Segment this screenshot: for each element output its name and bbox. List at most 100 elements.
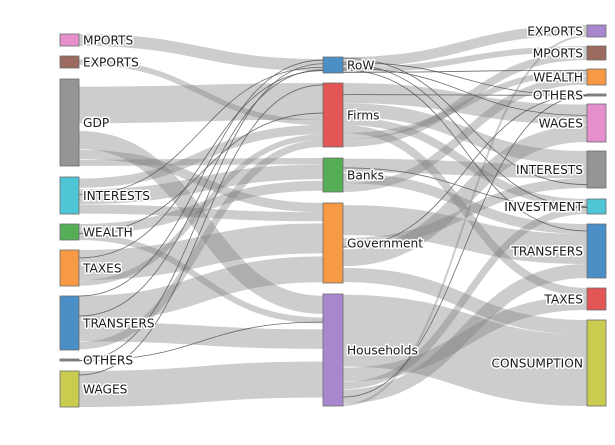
node-bar-mports_out[interactable] bbox=[586, 45, 607, 61]
node-mports_in[interactable]: MPORTS bbox=[59, 32, 135, 49]
thin-flow-row-to-wealth_out[interactable] bbox=[342, 69, 588, 73]
flow-households-to-exports_out[interactable] bbox=[342, 35, 588, 406]
node-transfers_out[interactable]: TRANSFERS bbox=[509, 223, 607, 279]
thin-flow-taxes_in-to-row[interactable] bbox=[78, 70, 324, 259]
node-bar-government[interactable] bbox=[322, 202, 344, 284]
node-bar-row[interactable] bbox=[322, 56, 344, 74]
node-bar-interests_in[interactable] bbox=[59, 176, 80, 215]
thin-flow-interests_in-to-row[interactable] bbox=[78, 66, 324, 196]
node-bar-wages_out[interactable] bbox=[586, 103, 607, 143]
node-wealth_out[interactable]: WEALTH bbox=[532, 68, 607, 86]
node-exports_in[interactable]: EXPORTS bbox=[59, 54, 141, 71]
flow-firms-to-mports_out[interactable] bbox=[342, 52, 588, 147]
node-investment_out[interactable]: INVESTMENT bbox=[503, 198, 607, 215]
node-taxes_in[interactable]: TAXES bbox=[59, 249, 123, 287]
flow-households-to-taxes_out[interactable] bbox=[342, 296, 588, 382]
flow-interests_in-to-banks[interactable] bbox=[78, 164, 324, 205]
node-bar-transfers_in[interactable] bbox=[59, 295, 80, 351]
node-bar-others_out[interactable] bbox=[586, 93, 607, 97]
node-bar-banks[interactable] bbox=[322, 157, 344, 193]
flow-interests_in-to-firms[interactable] bbox=[78, 125, 324, 188]
node-bar-taxes_in[interactable] bbox=[59, 249, 80, 287]
thin-flow-others_in-to-households[interactable] bbox=[78, 321, 324, 362]
flow-banks-to-interests_out[interactable] bbox=[342, 158, 588, 179]
thin-flow-others_in-to-row[interactable] bbox=[78, 63, 324, 361]
flow-mports_in-to-row[interactable] bbox=[78, 34, 324, 71]
thin-flow-banks-to-investment_out[interactable] bbox=[342, 167, 588, 208]
node-others_out[interactable]: OTHERS bbox=[531, 87, 607, 104]
thin-flow-row-to-interests_out[interactable] bbox=[342, 57, 588, 186]
node-bar-mports_in[interactable] bbox=[59, 33, 80, 47]
flow-transfers_in-to-firms[interactable] bbox=[78, 139, 324, 350]
node-households[interactable]: Households bbox=[322, 293, 419, 407]
node-gdp[interactable]: GDP bbox=[59, 78, 111, 167]
node-bar-wealth_out[interactable] bbox=[586, 68, 607, 86]
node-wages_out[interactable]: WAGES bbox=[537, 103, 607, 143]
flow-banks-to-transfers_out[interactable] bbox=[342, 173, 588, 234]
node-interests_out[interactable]: INTERESTS bbox=[515, 150, 607, 189]
node-taxes_out[interactable]: TAXES bbox=[542, 287, 607, 311]
flow-taxes_in-to-firms[interactable] bbox=[78, 134, 324, 286]
flow-banks-to-wealth_out[interactable] bbox=[342, 76, 588, 192]
node-bar-exports_in[interactable] bbox=[59, 55, 80, 69]
node-bar-transfers_out[interactable] bbox=[586, 223, 607, 279]
flow-gdp-to-government[interactable] bbox=[78, 149, 324, 213]
thin-flow-government-to-others_out[interactable] bbox=[342, 94, 588, 248]
node-mports_out[interactable]: MPORTS bbox=[531, 45, 607, 62]
flow-households-to-transfers_out[interactable] bbox=[342, 264, 588, 404]
flow-firms-to-taxes_out[interactable] bbox=[342, 125, 588, 296]
thin-flow-wages_in-to-firms[interactable] bbox=[78, 84, 324, 376]
flow-government-to-transfers_out[interactable] bbox=[342, 205, 588, 264]
flow-transfers_in-to-households[interactable] bbox=[78, 321, 324, 349]
flow-taxes_in-to-government[interactable] bbox=[78, 223, 324, 280]
node-bar-exports_out[interactable] bbox=[586, 24, 607, 38]
flow-exports_in-to-firms[interactable] bbox=[78, 59, 324, 126]
node-label-gdp: GDP bbox=[83, 116, 109, 130]
flow-wealth_in-to-households[interactable] bbox=[78, 234, 324, 324]
flows-layer bbox=[78, 25, 588, 407]
flow-wealth_in-to-banks[interactable] bbox=[78, 180, 324, 234]
thin-flow-transfers_in-to-row[interactable] bbox=[78, 69, 324, 317]
node-transfers_in[interactable]: TRANSFERS bbox=[59, 295, 156, 351]
node-bar-others_in[interactable] bbox=[59, 358, 80, 362]
flow-gdp-to-households[interactable] bbox=[78, 130, 324, 314]
node-bar-firms[interactable] bbox=[322, 82, 344, 148]
node-bar-households[interactable] bbox=[322, 293, 344, 407]
flow-gdp-to-firms[interactable] bbox=[78, 83, 324, 124]
node-bar-wages_in[interactable] bbox=[59, 370, 80, 408]
node-banks[interactable]: Banks bbox=[322, 157, 385, 193]
thin-flow-transfers_in-to-row[interactable] bbox=[78, 59, 324, 297]
node-exports_out[interactable]: EXPORTS bbox=[526, 23, 607, 40]
flow-row-to-mports_out[interactable] bbox=[342, 46, 588, 73]
flow-firms-to-investment_out[interactable] bbox=[342, 117, 588, 207]
node-government[interactable]: Government bbox=[322, 202, 425, 284]
thin-flow-wealth_in-to-firms[interactable] bbox=[78, 112, 324, 234]
node-wages_in[interactable]: WAGES bbox=[59, 370, 129, 408]
node-bar-consumption_out[interactable] bbox=[586, 319, 607, 407]
thin-flow-row-to-investment_out[interactable] bbox=[342, 63, 588, 208]
thin-flow-row-to-transfers_out[interactable] bbox=[342, 69, 588, 232]
node-firms[interactable]: Firms bbox=[322, 82, 381, 148]
node-consumption_out[interactable]: CONSUMPTION bbox=[490, 319, 607, 407]
node-row[interactable]: RoW bbox=[322, 56, 376, 74]
node-bar-gdp[interactable] bbox=[59, 78, 80, 167]
node-wealth_in[interactable]: WEALTH bbox=[59, 223, 134, 241]
flow-households-to-consumption_out[interactable] bbox=[342, 294, 588, 407]
node-bar-taxes_out[interactable] bbox=[586, 287, 607, 311]
flow-gdp-to-banks[interactable] bbox=[78, 157, 324, 166]
flow-firms-to-wealth_out[interactable] bbox=[342, 69, 588, 139]
flow-households-to-investment_out[interactable] bbox=[342, 207, 588, 390]
node-interests_in[interactable]: INTERESTS bbox=[59, 176, 152, 215]
node-others_in[interactable]: OTHERS bbox=[59, 352, 135, 369]
thin-flow-firms-to-others_out[interactable] bbox=[342, 94, 588, 96]
flow-firms-to-interests_out[interactable] bbox=[342, 103, 588, 165]
flow-row-to-exports_out[interactable] bbox=[342, 25, 588, 67]
node-bar-wealth_in[interactable] bbox=[59, 223, 80, 241]
flow-transfers_in-to-government[interactable] bbox=[78, 256, 324, 322]
node-bar-investment_out[interactable] bbox=[586, 198, 607, 215]
flow-government-to-wages_out[interactable] bbox=[342, 125, 588, 267]
node-bar-interests_out[interactable] bbox=[586, 150, 607, 189]
thin-flow-households-to-others_out[interactable] bbox=[342, 95, 588, 398]
flow-wages_in-to-households[interactable] bbox=[78, 361, 324, 407]
flow-government-to-consumption_out[interactable] bbox=[342, 267, 588, 335]
